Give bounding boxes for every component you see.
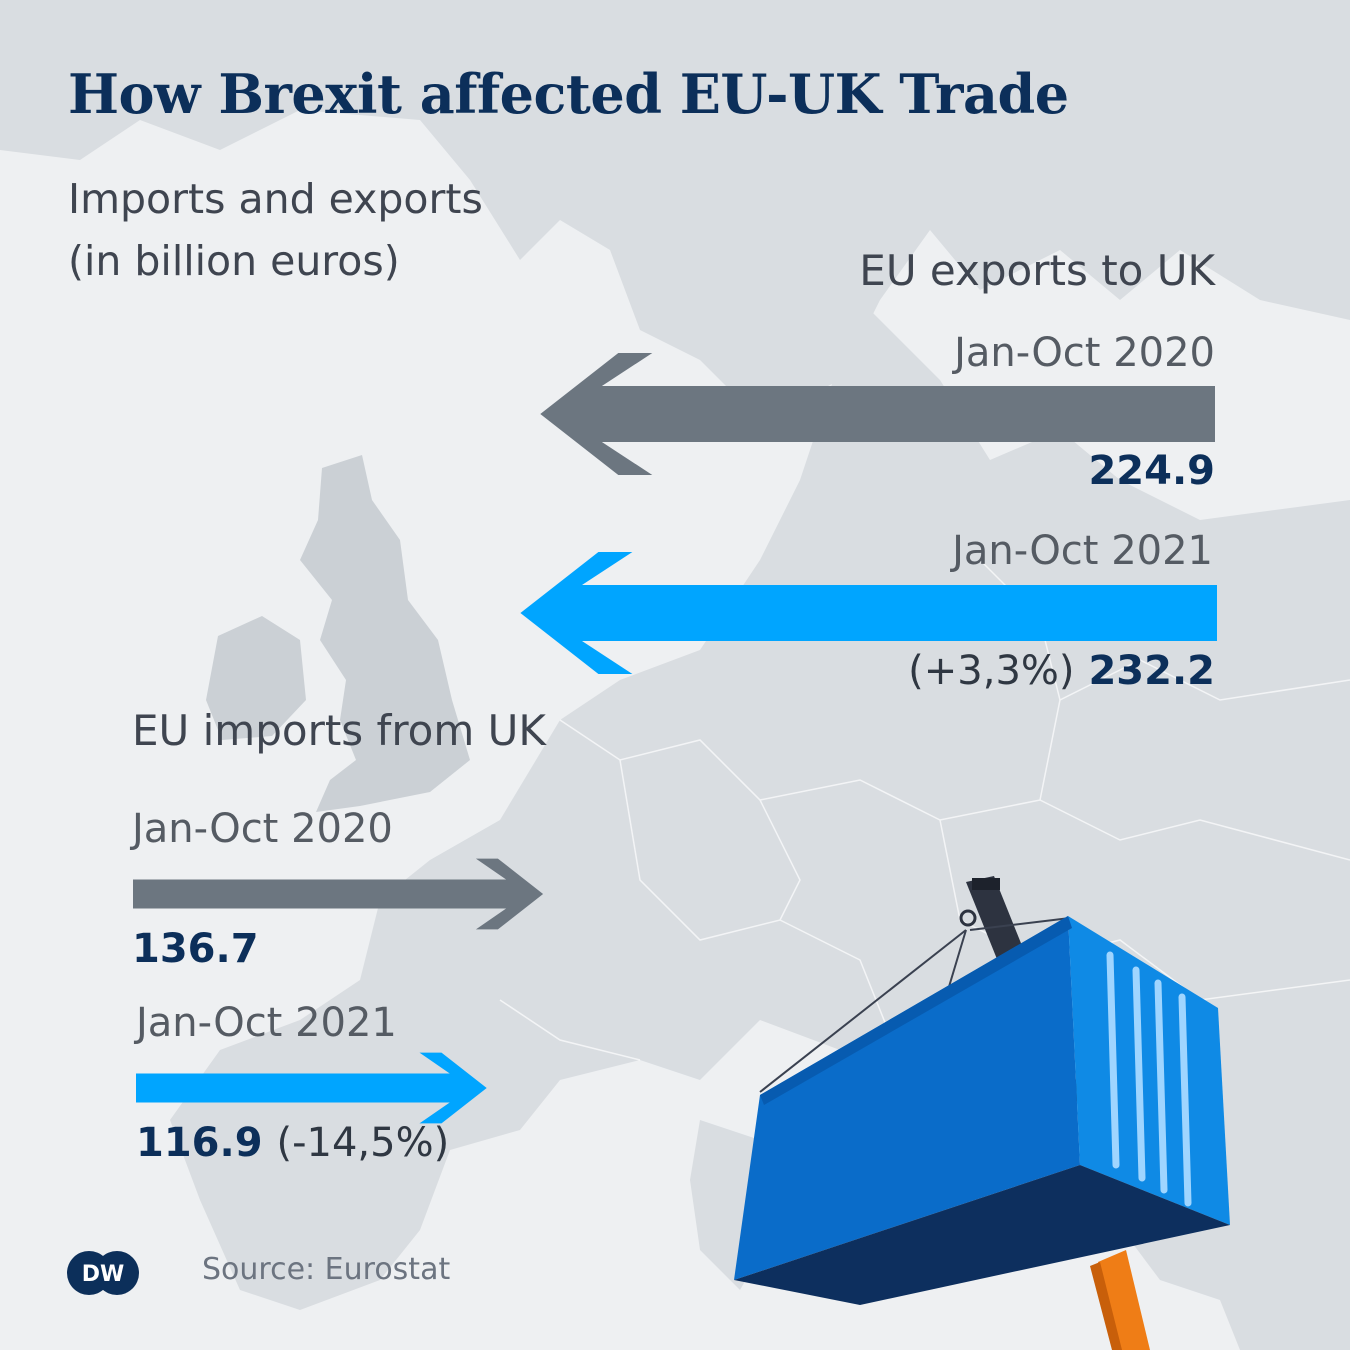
exports-2021-label: (+3,3%) 232.2 — [908, 648, 1215, 694]
arrow-exports-2021 — [520, 552, 1217, 674]
exports-2021-period: Jan-Oct 2021 — [952, 528, 1213, 574]
source-note: Source: Eurostat — [202, 1252, 451, 1287]
imports-2020-period: Jan-Oct 2020 — [132, 806, 393, 852]
arrow-imports-2021 — [136, 1052, 487, 1124]
exports-heading: EU exports to UK — [859, 246, 1215, 295]
dw-logo: DW — [67, 1251, 139, 1295]
chart-title: How Brexit affected EU-UK Trade — [68, 62, 1069, 126]
imports-2020-value: 136.7 — [132, 926, 259, 972]
container-box — [734, 916, 1230, 1305]
subtitle-line-2: (in billion euros) — [68, 237, 400, 285]
subtitle-line-1: Imports and exports — [68, 175, 483, 223]
exports-2021-value: 232.2 — [1088, 648, 1215, 694]
imports-heading: EU imports from UK — [132, 706, 546, 755]
exports-2021-change: (+3,3%) — [908, 648, 1075, 694]
chart-subtitle: Imports and exports (in billion euros) — [68, 168, 483, 292]
imports-2021-value: 116.9 — [136, 1120, 263, 1166]
imports-2021-label: 116.9 (-14,5%) — [136, 1120, 449, 1166]
exports-2020-value: 224.9 — [1088, 448, 1215, 494]
arrow-exports-2020 — [540, 353, 1215, 475]
imports-2021-period: Jan-Oct 2021 — [136, 1000, 397, 1046]
exports-2020-period: Jan-Oct 2020 — [954, 330, 1215, 376]
arrow-imports-2020 — [133, 858, 544, 930]
svg-text:DW: DW — [82, 1262, 125, 1287]
imports-2021-change: (-14,5%) — [276, 1120, 450, 1166]
